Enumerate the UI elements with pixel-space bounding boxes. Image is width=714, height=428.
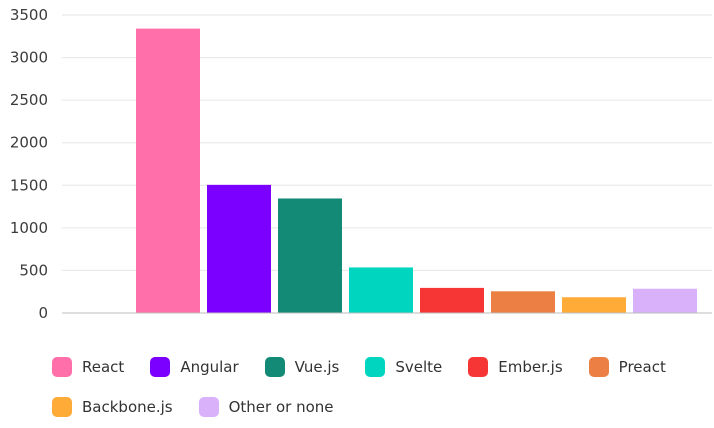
legend-label: Ember.js	[498, 358, 563, 376]
bar-svelte	[349, 267, 413, 313]
legend-label: Other or none	[228, 398, 334, 416]
y-tick-label: 1500	[10, 176, 48, 194]
bar-other-or-none	[633, 288, 697, 313]
legend-item: Backbone.js	[52, 397, 173, 417]
legend: React Angular Vue.js Svelte Ember.js Preact Ba…	[52, 357, 702, 417]
legend-swatch	[52, 397, 72, 417]
bar-react	[136, 28, 200, 313]
bar-chart: 0 500 1000 1500 2000 2500 3000 3500	[10, 6, 712, 322]
legend-label: React	[82, 358, 125, 376]
legend-swatch	[150, 357, 171, 377]
y-axis-ticks: 0 500 1000 1500 2000 2500 3000 3500	[10, 6, 48, 322]
legend-item: Angular	[150, 357, 239, 377]
bar-ember-js	[420, 287, 484, 313]
bars	[136, 28, 697, 313]
y-tick-label: 2000	[10, 134, 48, 152]
y-tick-label: 1000	[10, 219, 48, 237]
y-tick-label: 0	[38, 304, 48, 322]
y-tick-label: 500	[19, 261, 48, 279]
legend-label: Preact	[618, 358, 666, 376]
legend-swatch	[588, 357, 609, 377]
legend-item: Svelte	[365, 357, 442, 377]
legend-swatch	[198, 397, 219, 417]
bar-angular	[207, 184, 271, 313]
legend-item: Other or none	[198, 397, 334, 417]
legend-swatch	[365, 357, 386, 377]
y-tick-label: 3500	[10, 6, 48, 24]
legend-label: Backbone.js	[82, 398, 173, 416]
bar-preact	[491, 291, 555, 313]
y-tick-label: 3000	[10, 49, 48, 67]
legend-swatch	[264, 357, 285, 377]
legend-item: Preact	[588, 357, 666, 377]
legend-item: Vue.js	[264, 357, 340, 377]
legend-swatch	[52, 357, 72, 377]
legend-label: Vue.js	[294, 358, 340, 376]
bar-vue-js	[278, 198, 342, 313]
legend-label: Angular	[180, 358, 239, 376]
bar-backbone-js	[562, 297, 626, 313]
legend-label: Svelte	[395, 358, 443, 376]
legend-item: Ember.js	[468, 357, 563, 377]
legend-swatch	[468, 357, 489, 377]
legend-item: React	[52, 357, 124, 377]
y-tick-label: 2500	[10, 91, 48, 109]
